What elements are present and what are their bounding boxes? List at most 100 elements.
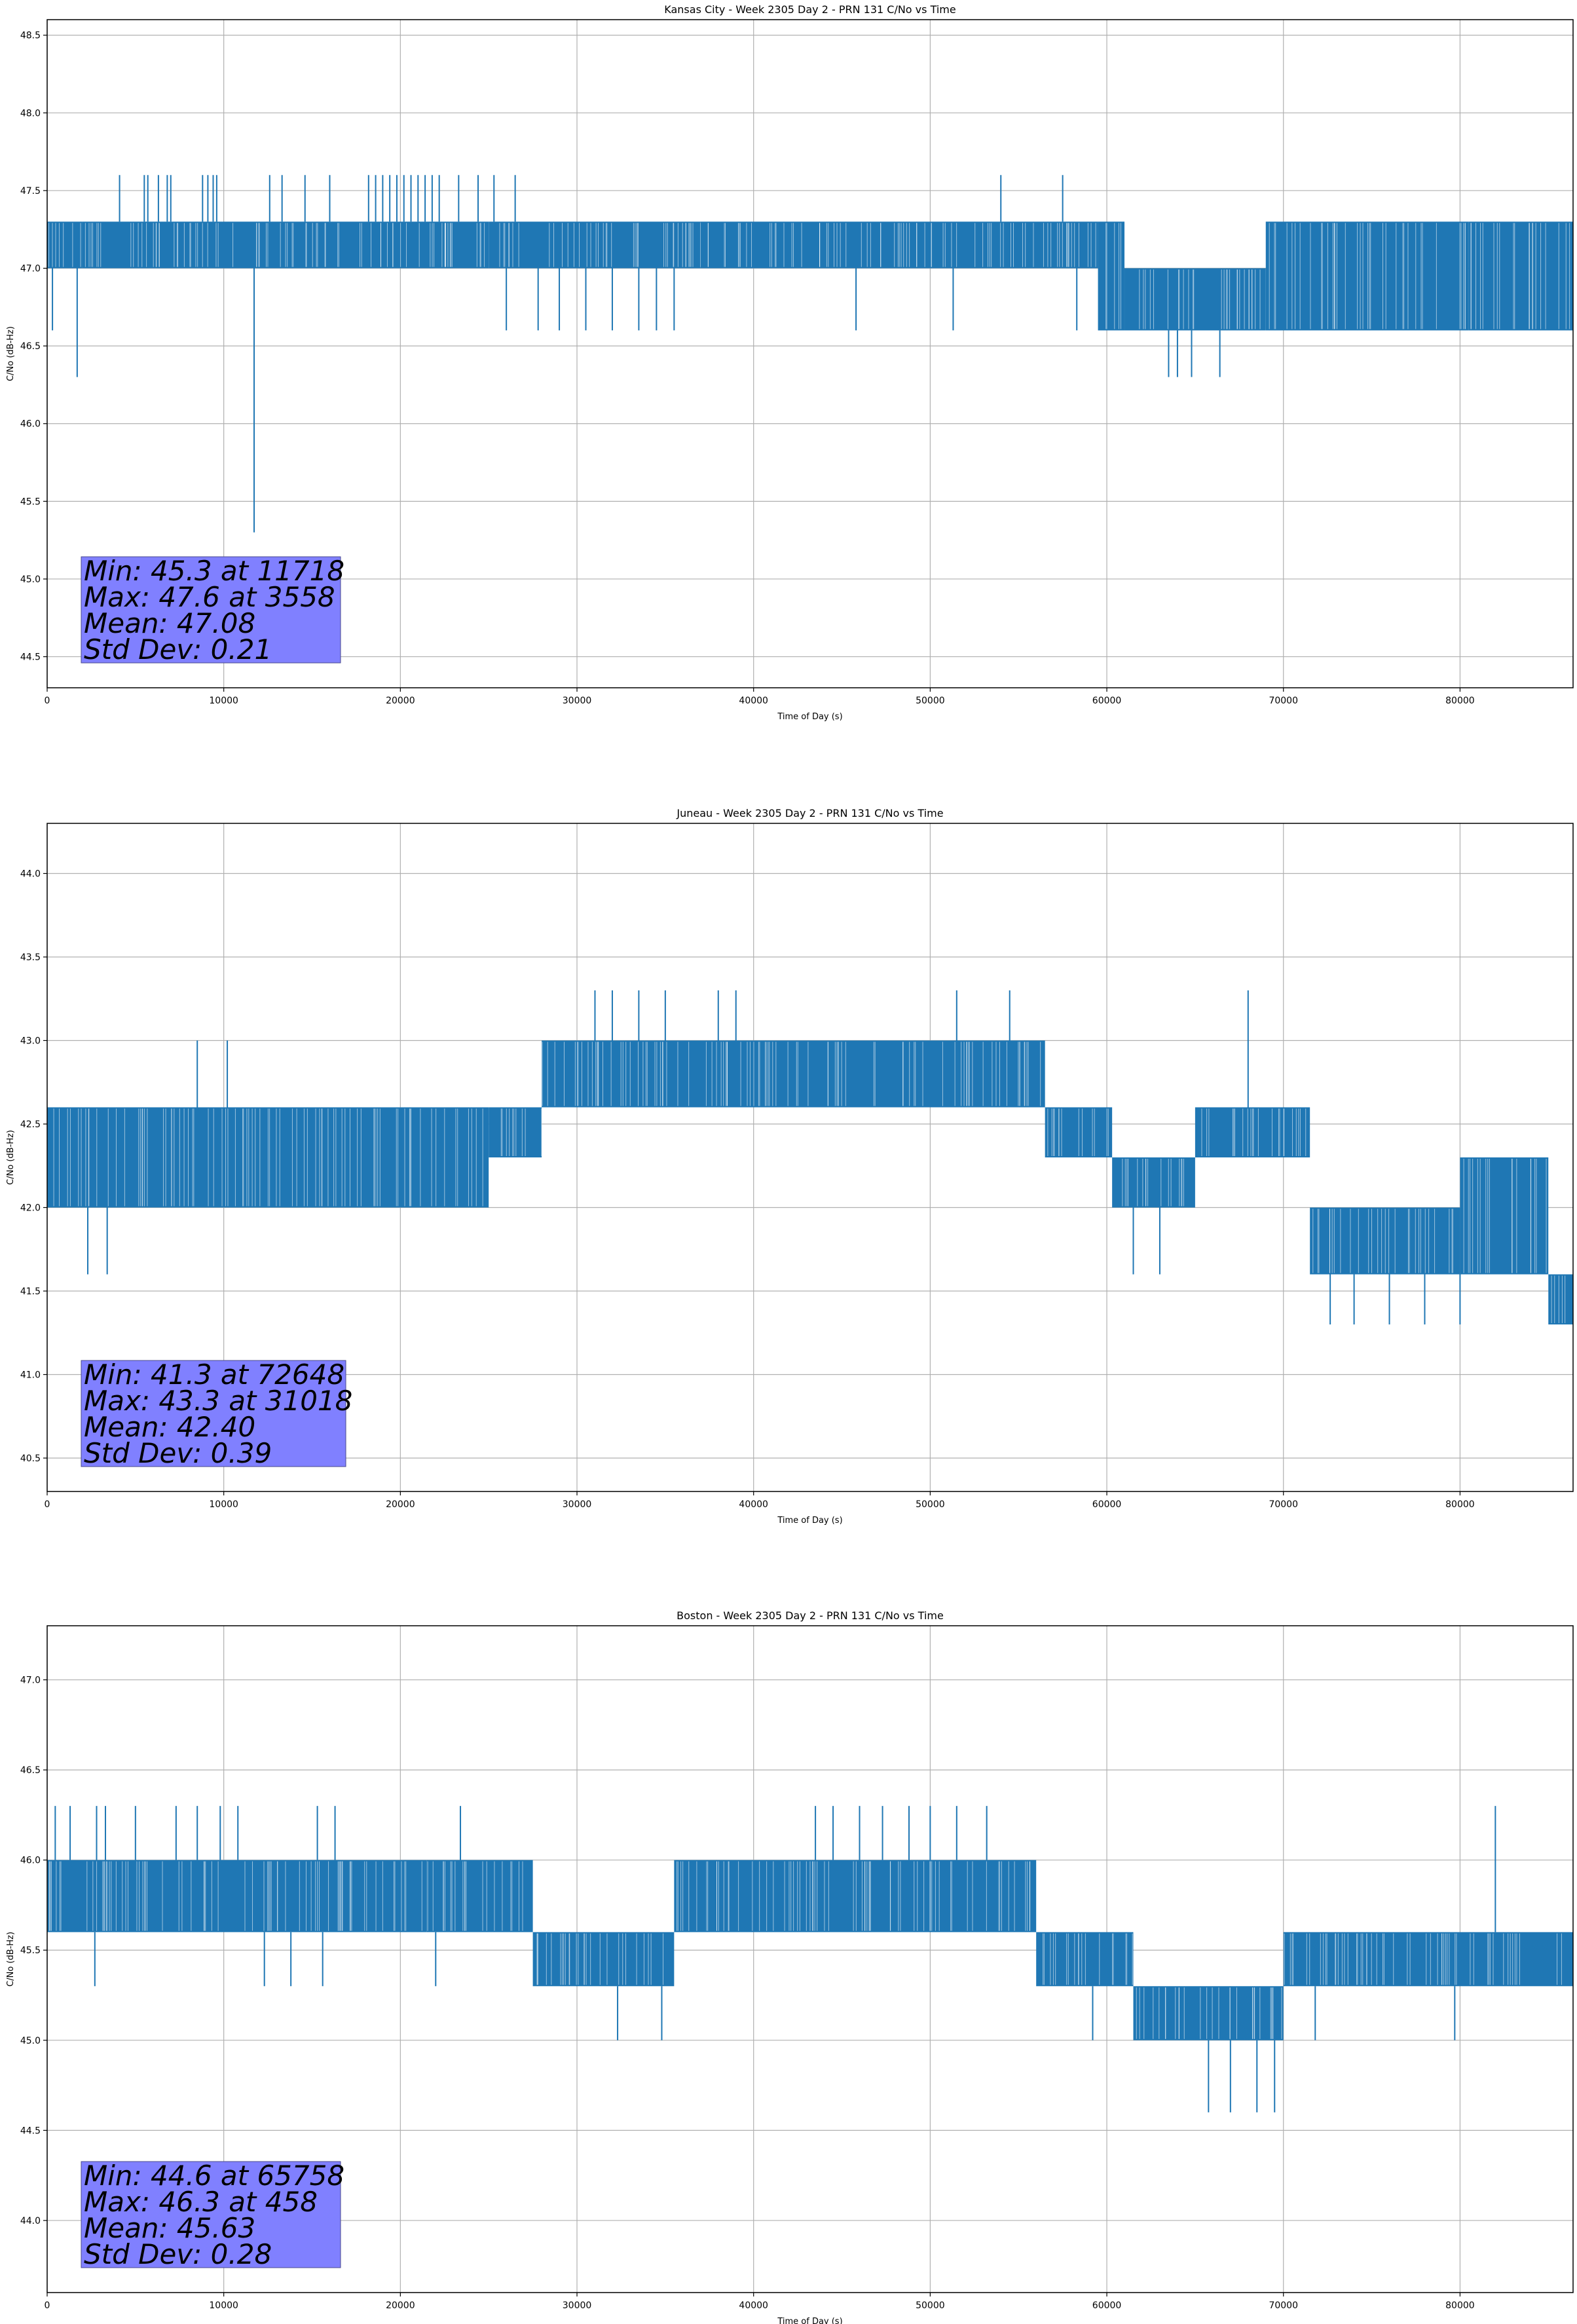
y-axis-label: C/No (dB-Hz): [6, 1130, 16, 1185]
y-tick-label: 41.0: [20, 1370, 41, 1381]
data-band: [1124, 268, 1266, 331]
y-tick-label: 45.0: [20, 574, 41, 585]
y-tick-label: 48.0: [20, 108, 41, 119]
y-tick-label: 44.5: [20, 2126, 41, 2136]
y-tick-label: 44.0: [20, 2216, 41, 2226]
data-band: [674, 1860, 1037, 1932]
stats-line: Min: 44.6 at 65758: [84, 2160, 344, 2192]
x-tick-label: 10000: [209, 696, 238, 706]
y-tick-label: 42.5: [20, 1119, 41, 1130]
y-tick-label: 45.0: [20, 2036, 41, 2046]
x-tick-label: 40000: [739, 1499, 768, 1510]
x-tick-label: 80000: [1445, 2300, 1475, 2311]
stats-line: Mean: 42.40: [84, 1411, 255, 1443]
x-tick-label: 0: [45, 2300, 50, 2311]
y-axis-label: C/No (dB-Hz): [6, 326, 16, 381]
plot-frame: [46, 19, 1574, 688]
x-tick-label: 20000: [386, 696, 415, 706]
x-tick-label: 30000: [563, 1499, 592, 1510]
x-tick-label: 80000: [1445, 1499, 1475, 1510]
data-band: [532, 1932, 675, 1987]
x-tick-label: 70000: [1269, 2300, 1298, 2311]
y-tick-label: 46.0: [20, 1856, 41, 1866]
x-tick-label: 50000: [916, 696, 945, 706]
stats-line: Min: 41.3 at 72648: [84, 1359, 344, 1391]
y-tick-label: 46.0: [20, 419, 41, 430]
series-line: [47, 1806, 1573, 2112]
data-band: [1468, 221, 1573, 331]
x-tick-label: 60000: [1092, 696, 1122, 706]
data-band: [47, 221, 83, 269]
stats-box: [81, 2161, 341, 2268]
y-tick-label: 48.5: [20, 31, 41, 41]
data-band: [1133, 1986, 1284, 2040]
data-band: [489, 221, 701, 269]
stats-line: Std Dev: 0.21: [84, 633, 272, 665]
stats-box: [81, 556, 341, 664]
x-tick-label: 60000: [1092, 2300, 1122, 2311]
stats-box: [81, 1360, 346, 1467]
y-tick-label: 46.5: [20, 1765, 41, 1776]
x-tick-label: 10000: [209, 2300, 238, 2311]
chart-title: Kansas City - Week 2305 Day 2 - PRN 131 …: [664, 3, 955, 16]
data-band: [1548, 1274, 1573, 1324]
y-tick-label: 47.0: [20, 1676, 41, 1686]
data-band: [489, 1107, 542, 1157]
chart-panel-3: 0 10000 20000 30000 40000 50000 60000 70000 8000…: [6, 1609, 1574, 2324]
plot-frame: [46, 823, 1574, 1492]
x-tick-label: 30000: [563, 696, 592, 706]
x-axis-label: Time of Day (s): [777, 1516, 842, 1526]
x-tick-label: 20000: [386, 1499, 415, 1510]
x-tick-label: 70000: [1269, 696, 1298, 706]
x-tick-label: 50000: [916, 2300, 945, 2311]
chart-panel-2: 0 10000 20000 30000 40000 50000 60000 70000 8000…: [6, 807, 1574, 1526]
x-tick-label: 80000: [1445, 696, 1475, 706]
y-tick-label: 44.0: [20, 869, 41, 880]
y-tick-label: 43.5: [20, 952, 41, 963]
y-tick-label: 47.0: [20, 264, 41, 274]
series-line: [47, 175, 1573, 533]
data-band: [47, 1860, 427, 1932]
data-band: [1283, 1932, 1573, 1987]
y-tick-label: 41.5: [20, 1286, 41, 1297]
data-band: [1265, 221, 1469, 331]
stats-line: Std Dev: 0.39: [84, 1437, 272, 1469]
chart-title: Juneau - Week 2305 Day 2 - PRN 131 C/No …: [676, 807, 943, 819]
y-tick-label: 43.0: [20, 1036, 41, 1047]
x-tick-label: 40000: [739, 696, 768, 706]
data-band: [1098, 221, 1125, 331]
x-axis-label: Time of Day (s): [777, 712, 842, 722]
y-tick-label: 45.5: [20, 497, 41, 507]
data-band: [1036, 1932, 1134, 1987]
x-tick-label: 60000: [1092, 1499, 1122, 1510]
x-tick-label: 50000: [916, 1499, 945, 1510]
stats-line: Std Dev: 0.28: [84, 2238, 272, 2270]
data-band: [1112, 1157, 1195, 1208]
plot-frame: [46, 1625, 1574, 2293]
y-tick-label: 42.0: [20, 1203, 41, 1214]
stats-line: Mean: 45.63: [84, 2212, 255, 2244]
stats-line: Min: 45.3 at 11718: [84, 555, 344, 587]
y-tick-label: 40.5: [20, 1453, 41, 1464]
x-axis-label: Time of Day (s): [777, 2317, 842, 2324]
data-band: [1460, 1157, 1549, 1275]
series-line: [47, 990, 1573, 1324]
stats-line: Max: 46.3 at 458: [84, 2186, 318, 2218]
y-tick-label: 45.5: [20, 1945, 41, 1956]
x-tick-label: 0: [45, 1499, 50, 1510]
x-tick-label: 20000: [386, 2300, 415, 2311]
chart-panel-1: 0 10000 20000 30000 40000 50000 60000 70000 8000…: [6, 3, 1574, 722]
y-tick-label: 46.5: [20, 341, 41, 352]
x-tick-label: 10000: [209, 1499, 238, 1510]
y-tick-label: 47.5: [20, 186, 41, 197]
stats-line: Max: 43.3 at 31018: [84, 1385, 352, 1417]
data-band: [426, 1860, 533, 1932]
chart-title: Boston - Week 2305 Day 2 - PRN 131 C/No …: [677, 1609, 944, 1622]
x-tick-label: 30000: [563, 2300, 592, 2311]
x-tick-label: 70000: [1269, 1499, 1298, 1510]
stats-line: Mean: 47.08: [84, 607, 255, 639]
x-tick-label: 40000: [739, 2300, 768, 2311]
y-tick-label: 44.5: [20, 652, 41, 663]
y-axis-label: C/No (dB-Hz): [6, 1932, 16, 1987]
